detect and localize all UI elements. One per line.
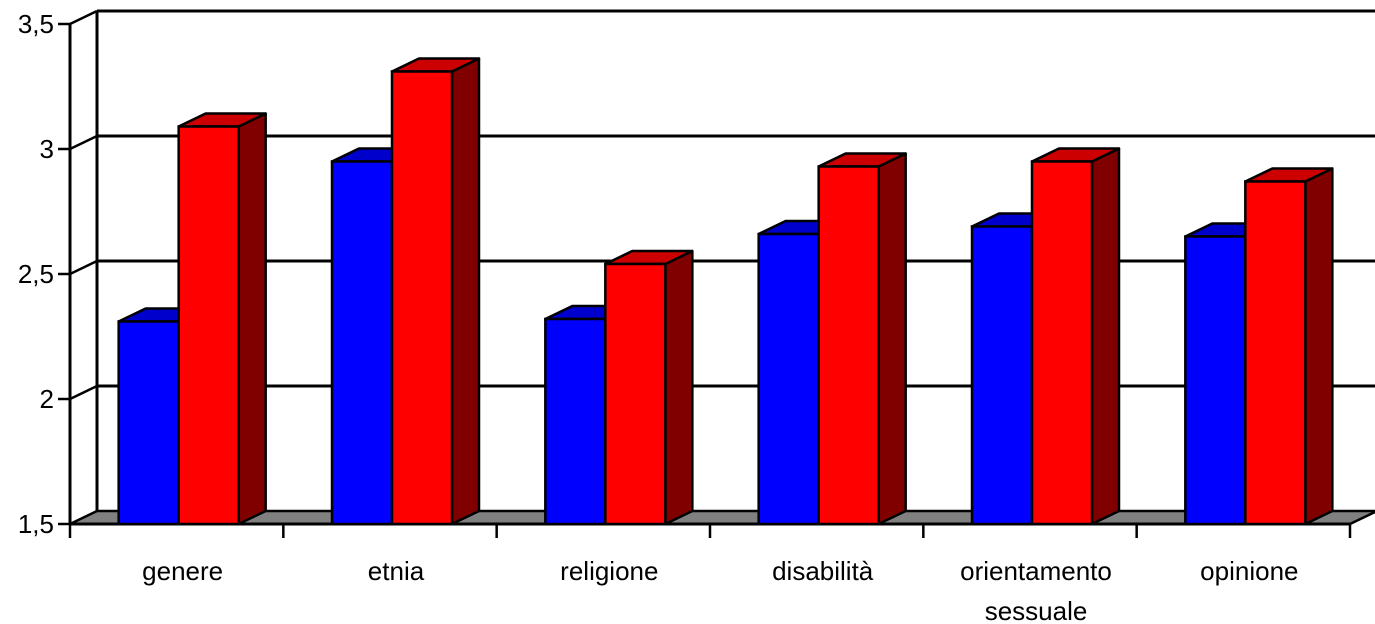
x-category-label: disabilità bbox=[772, 556, 874, 586]
bar-side bbox=[237, 112, 267, 526]
bar-front bbox=[1244, 180, 1307, 526]
gridline-diagonal bbox=[69, 259, 98, 276]
bar bbox=[817, 152, 907, 526]
gridlines bbox=[69, 9, 1375, 401]
x-category-label: religione bbox=[560, 556, 658, 586]
x-category-label: orientamento bbox=[960, 556, 1112, 586]
x-category-label: genere bbox=[142, 556, 223, 586]
chart-floor bbox=[69, 509, 1375, 526]
bar-side bbox=[450, 57, 481, 526]
bar-side bbox=[877, 152, 907, 526]
y-tick-label: 2 bbox=[40, 384, 54, 414]
bar-front bbox=[390, 70, 454, 526]
y-tick-label: 1,5 bbox=[18, 509, 54, 539]
bar bbox=[390, 57, 481, 526]
bar-front bbox=[1184, 235, 1247, 526]
bar-front bbox=[117, 320, 180, 526]
y-tick-label: 3 bbox=[40, 134, 54, 164]
bar-front bbox=[817, 165, 880, 526]
bar bbox=[177, 112, 267, 526]
bar-front bbox=[970, 225, 1034, 526]
bar-side bbox=[1090, 147, 1121, 526]
floor-plane bbox=[69, 509, 1375, 526]
gridline-diagonal bbox=[69, 384, 98, 401]
gridline-diagonal bbox=[69, 9, 98, 26]
bar bbox=[1244, 167, 1334, 526]
bar-side bbox=[664, 249, 694, 526]
bar-front bbox=[757, 232, 820, 526]
axes bbox=[58, 11, 1352, 538]
x-category-label: opinione bbox=[1200, 556, 1298, 586]
axis-labels: 1,5 2 2,5 3 3,5 genere etnia religione disabilit… bbox=[18, 9, 1299, 624]
y-tick-label: 3,5 bbox=[18, 9, 54, 39]
bar-front bbox=[177, 125, 240, 526]
bar-side bbox=[1304, 167, 1334, 526]
x-category-label: etnia bbox=[368, 556, 425, 586]
bar bbox=[1030, 147, 1121, 526]
y-tick-label: 2,5 bbox=[18, 259, 54, 289]
bar-front bbox=[1030, 160, 1094, 526]
gridline-diagonal bbox=[69, 134, 98, 151]
bars bbox=[117, 57, 1334, 526]
x-category-label: sessuale bbox=[985, 596, 1088, 624]
bar-front bbox=[330, 160, 394, 526]
bar-front bbox=[544, 317, 607, 526]
bar bbox=[604, 249, 694, 526]
bar-front bbox=[604, 262, 667, 526]
